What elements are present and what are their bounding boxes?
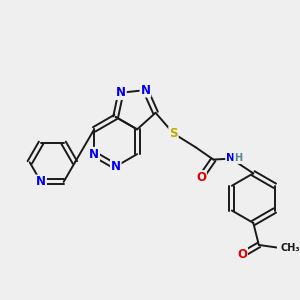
Text: N: N (116, 86, 126, 99)
Text: N: N (140, 84, 151, 97)
Text: N: N (226, 153, 235, 163)
Text: O: O (237, 248, 247, 261)
Text: H: H (234, 153, 242, 163)
Text: S: S (169, 127, 178, 140)
Text: O: O (237, 248, 247, 261)
Text: S: S (169, 127, 178, 140)
Text: N: N (111, 160, 121, 173)
Text: CH₃: CH₃ (280, 243, 300, 253)
Text: O: O (196, 171, 206, 184)
Text: O: O (196, 171, 206, 184)
Text: N: N (36, 176, 46, 188)
Text: N: N (36, 176, 46, 188)
Text: N: N (226, 153, 235, 163)
Text: N: N (140, 84, 151, 97)
Text: N: N (89, 148, 99, 160)
Text: N: N (116, 86, 126, 99)
Text: N: N (89, 148, 99, 160)
Text: N: N (111, 160, 121, 173)
Text: H: H (234, 153, 242, 163)
